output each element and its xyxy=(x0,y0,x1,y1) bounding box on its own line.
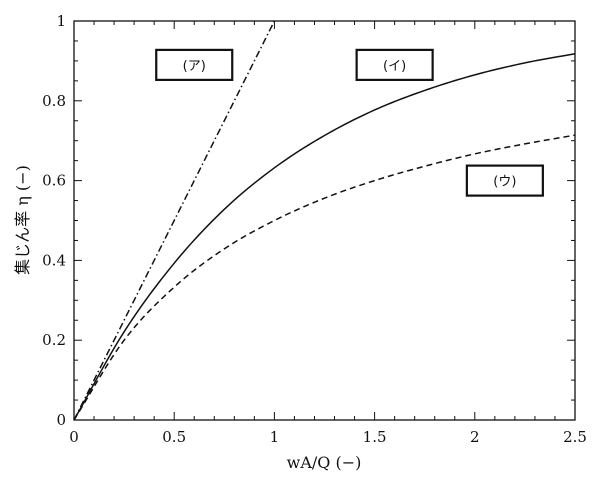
y-tick-label: 0.6 xyxy=(42,172,66,190)
series-line-3 xyxy=(73,134,576,421)
annotation-box xyxy=(155,48,234,81)
x-tick-label: 0 xyxy=(69,428,79,446)
x-tick-label: 0.5 xyxy=(162,428,186,446)
y-tick-label: 0.8 xyxy=(42,92,66,110)
annotation-box xyxy=(465,164,544,197)
y-tick-label: 0.4 xyxy=(42,251,66,269)
annotation-label: (ウ) xyxy=(493,175,516,190)
x-tick-label: 1 xyxy=(270,428,280,446)
series-lines xyxy=(73,20,576,421)
annotation-label: (ア) xyxy=(183,59,206,74)
series-line-2 xyxy=(73,52,576,421)
axis-ticks: 0 0.5 1 1.5 2 2.5 0 0.2 0.4 0.6 0.8 1 xyxy=(42,12,587,446)
x-tick-label: 2 xyxy=(470,428,480,446)
y-axis-title: 集じん率 η (−) xyxy=(13,165,32,275)
annotation-label: (イ) xyxy=(383,59,406,74)
x-tick-label: 2.5 xyxy=(563,428,587,446)
x-tick-label: 1.5 xyxy=(363,428,387,446)
series-line-1 xyxy=(73,20,276,421)
annotation-box xyxy=(355,48,434,81)
x-axis-title: wA/Q (−) xyxy=(287,453,362,472)
annotation-boxes: (ア) (イ) (ウ) xyxy=(155,48,544,197)
y-tick-label: 0.2 xyxy=(42,331,66,349)
plot-frame xyxy=(73,20,576,421)
y-tick-label: 1 xyxy=(56,12,66,30)
y-tick-label: 0 xyxy=(56,411,66,429)
